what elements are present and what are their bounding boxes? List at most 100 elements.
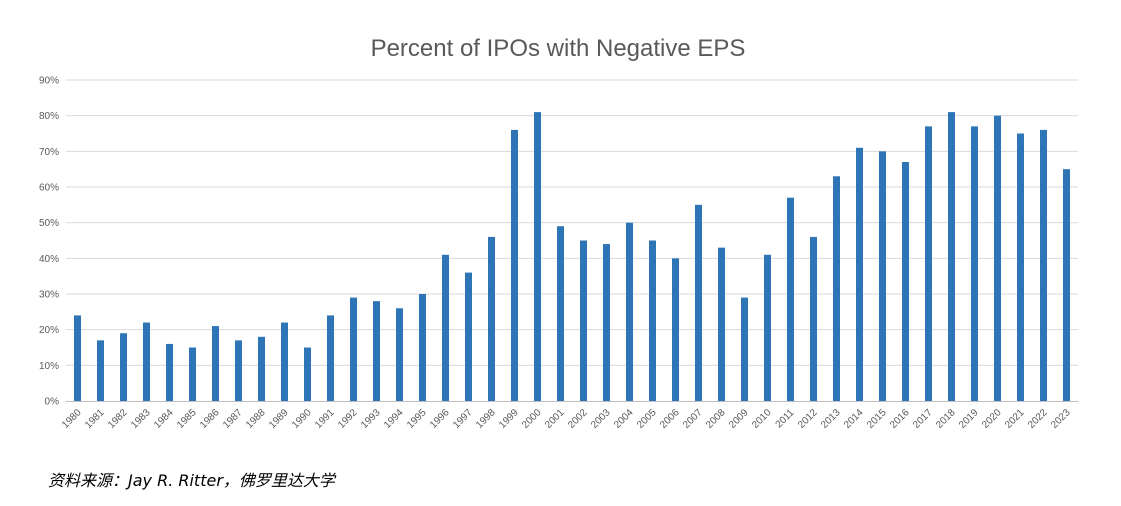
- x-tick-label: 2010: [750, 407, 774, 431]
- x-tick-label: 2021: [1003, 407, 1027, 431]
- bar-2022: [1040, 129, 1047, 401]
- bar-2011: [787, 197, 794, 401]
- bar-1982: [120, 333, 127, 401]
- x-tick-label: 1995: [405, 407, 429, 431]
- x-tick-label: 1998: [474, 407, 498, 431]
- bar-2016: [902, 162, 909, 401]
- bar-2007: [695, 204, 702, 401]
- x-tick-label: 1982: [106, 407, 130, 431]
- x-tick-label: 2001: [543, 407, 567, 431]
- x-tick-label: 2005: [635, 407, 659, 431]
- bar-2003: [603, 244, 610, 401]
- bar-1994: [396, 308, 403, 401]
- bar-1995: [419, 294, 426, 401]
- bar-2020: [994, 115, 1001, 402]
- y-tick-label: 20%: [39, 325, 59, 336]
- x-tick-label: 2015: [865, 407, 889, 431]
- x-tick-label: 1996: [428, 407, 452, 431]
- y-tick-label: 30%: [39, 290, 59, 301]
- x-tick-label: 1981: [83, 407, 107, 431]
- y-tick-label: 50%: [39, 218, 59, 229]
- x-tick-label: 1988: [244, 407, 268, 431]
- y-tick-label: 70%: [39, 147, 59, 158]
- x-tick-label: 1989: [267, 407, 291, 431]
- bar-2000: [534, 112, 541, 401]
- bar-1990: [304, 347, 311, 401]
- x-tick-label: 2004: [612, 407, 636, 431]
- x-tick-label: 2016: [888, 407, 912, 431]
- bar-1983: [143, 322, 150, 401]
- x-tick-label: 1986: [198, 407, 222, 431]
- bar-1985: [189, 347, 196, 401]
- bar-2006: [672, 258, 679, 401]
- x-tick-label: 2020: [980, 407, 1004, 431]
- x-tick-label: 1984: [152, 407, 176, 431]
- bar-2013: [833, 176, 840, 401]
- x-tick-label: 2013: [819, 407, 843, 431]
- bar-1991: [327, 315, 334, 401]
- bar-1981: [97, 340, 104, 401]
- y-tick-label: 40%: [39, 254, 59, 265]
- bar-1986: [212, 326, 219, 401]
- x-tick-label: 2014: [842, 407, 866, 431]
- x-tick-label: 2023: [1049, 407, 1073, 431]
- bar-2008: [718, 247, 725, 401]
- x-tick-label: 2012: [796, 407, 820, 431]
- x-tick-label: 2022: [1026, 407, 1050, 431]
- x-tick-label: 2017: [911, 407, 935, 431]
- x-tick-label: 2008: [704, 407, 728, 431]
- chart-title: Percent of IPOs with Negative EPS: [371, 35, 746, 62]
- bar-2014: [856, 147, 863, 401]
- bar-1996: [442, 254, 449, 401]
- bar-2018: [948, 112, 955, 401]
- x-tick-label: 2019: [957, 407, 981, 431]
- bar-1988: [258, 336, 265, 401]
- x-tick-label: 1991: [313, 407, 337, 431]
- x-tick-label: 2018: [934, 407, 958, 431]
- x-tick-label: 1985: [175, 407, 199, 431]
- y-tick-label: 90%: [39, 76, 59, 87]
- gridlines: [66, 79, 1078, 366]
- x-tick-label: 1983: [129, 407, 153, 431]
- bar-2009: [741, 297, 748, 401]
- source-note: 资料来源：Jay R. Ritter，佛罗里达大学: [48, 471, 335, 490]
- bar-2010: [764, 254, 771, 401]
- x-tick-label: 2002: [566, 407, 590, 431]
- bar-1987: [235, 340, 242, 401]
- x-tick-label: 2011: [774, 407, 797, 430]
- bar-2021: [1017, 133, 1024, 401]
- x-axis-tick-labels: 1980 1981 1982 1983 1984 1985 1986 1987 1988 1989…: [60, 407, 1073, 431]
- y-tick-label: 80%: [39, 111, 59, 122]
- bar-1998: [488, 236, 495, 401]
- x-tick-label: 1990: [290, 407, 314, 431]
- bar-2002: [580, 240, 587, 401]
- x-tick-label: 1997: [451, 407, 475, 431]
- bar-2023: [1063, 169, 1070, 401]
- x-tick-label: 1993: [359, 407, 383, 431]
- x-tick-label: 1980: [60, 407, 84, 431]
- x-tick-label: 1992: [336, 407, 360, 431]
- bar-2005: [649, 240, 656, 401]
- x-tick-label: 1999: [497, 407, 521, 431]
- x-tick-label: 2007: [681, 407, 705, 431]
- bars: [74, 112, 1070, 402]
- bar-2017: [925, 126, 932, 402]
- x-tick-label: 1994: [382, 407, 406, 431]
- bar-2001: [557, 226, 564, 401]
- bar-1984: [166, 343, 173, 401]
- y-tick-label: 0%: [45, 397, 60, 408]
- bar-1993: [373, 301, 380, 401]
- x-tick-label: 2000: [520, 407, 544, 431]
- bar-2019: [971, 126, 978, 402]
- x-tick-label: 2003: [589, 407, 613, 431]
- bar-1992: [350, 297, 357, 401]
- x-tick-label: 2006: [658, 407, 682, 431]
- bar-1980: [74, 315, 81, 401]
- bar-1999: [511, 129, 518, 401]
- x-tick-label: 2009: [727, 407, 751, 431]
- bar-1989: [281, 322, 288, 401]
- y-tick-label: 60%: [39, 183, 59, 194]
- bar-2015: [879, 151, 886, 401]
- x-tick-label: 1987: [221, 407, 245, 431]
